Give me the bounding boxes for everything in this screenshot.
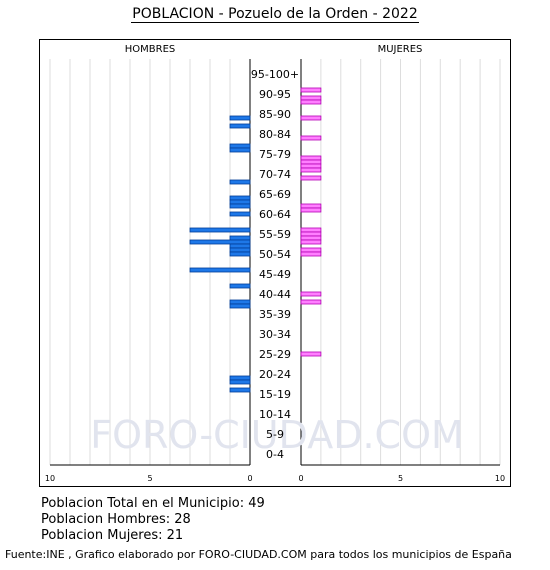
female-bar-age-56 [300, 235, 322, 241]
male-bar-age-65 [229, 199, 251, 205]
left-panel-label: HOMBRES [125, 44, 176, 55]
male-bar-age-48 [189, 267, 251, 273]
male-bar-age-79 [229, 143, 251, 149]
age-group-label: 55-59 [259, 228, 291, 241]
age-group-label: 20-24 [259, 368, 291, 381]
female-bar-age-55 [300, 239, 322, 245]
male-bar-age-40 [229, 299, 251, 305]
female-bar-age-93 [300, 87, 322, 93]
x-tick-label: 10 [495, 474, 505, 483]
watermark: FORO-CIUDAD.COM [90, 413, 464, 457]
age-group-label: 65-69 [259, 188, 291, 201]
female-bar-age-73 [300, 167, 322, 173]
chart-title: POBLACION - Pozuelo de la Orden - 2022 [0, 6, 550, 23]
age-group-label: 25-29 [259, 348, 291, 361]
female-bar-age-75 [300, 159, 322, 165]
female-bar-age-71 [300, 175, 322, 181]
right-panel-label: MUJERES [378, 44, 423, 55]
x-tick-label: 5 [398, 474, 403, 483]
age-group-label: 45-49 [259, 268, 291, 281]
female-bar-age-53 [300, 247, 322, 253]
male-bar-age-58 [189, 227, 251, 233]
male-bar-age-20 [229, 379, 251, 385]
male-bar-age-39 [229, 303, 251, 309]
source-note: Fuente:INE , Grafico elaborado por FORO-… [5, 548, 512, 561]
female-bar-age-91 [300, 95, 322, 101]
chart-title-text: POBLACION - Pozuelo de la Orden - 2022 [131, 6, 419, 23]
male-bar-age-52 [229, 251, 251, 257]
chart-frame [39, 39, 511, 487]
male-bar-age-53 [229, 247, 251, 253]
age-group-label: 80-84 [259, 128, 291, 141]
female-population: Poblacion Mujeres: 21 [41, 528, 184, 543]
male-bar-age-62 [229, 211, 251, 217]
age-group-label: 40-44 [259, 288, 291, 301]
x-tick-label: 0 [247, 474, 252, 483]
total-population: Poblacion Total en el Municipio: 49 [41, 496, 265, 511]
x-tick-label: 5 [147, 474, 152, 483]
female-bar-age-52 [300, 251, 322, 257]
male-bar-age-44 [229, 283, 251, 289]
female-bar-age-27 [300, 351, 322, 357]
age-group-label: 35-39 [259, 308, 291, 321]
male-bar-age-70 [229, 179, 251, 185]
age-group-label: 10-14 [259, 408, 291, 421]
female-bar-age-58 [300, 227, 322, 233]
age-group-label: 30-34 [259, 328, 291, 341]
x-tick-label: 0 [298, 474, 303, 483]
age-group-label: 60-64 [259, 208, 291, 221]
male-bar-age-55 [189, 239, 251, 245]
male-bar-age-64 [229, 203, 251, 209]
female-bar-age-42 [300, 291, 322, 297]
age-group-label: 75-79 [259, 148, 291, 161]
male-bar-age-54 [229, 243, 251, 249]
male-bar-age-84 [229, 123, 251, 129]
age-group-label: 15-19 [259, 388, 291, 401]
female-bar-age-81 [300, 135, 322, 141]
female-bar-age-63 [300, 207, 322, 213]
female-bar-age-76 [300, 155, 322, 161]
x-tick-label: 10 [45, 474, 55, 483]
female-bar-age-86 [300, 115, 322, 121]
age-group-label: 95-100+ [251, 68, 299, 81]
male-bar-age-78 [229, 147, 251, 153]
male-bar-age-21 [229, 375, 251, 381]
female-bar-age-74 [300, 163, 322, 169]
male-bar-age-86 [229, 115, 251, 121]
age-group-label: 70-74 [259, 168, 291, 181]
female-bar-age-40 [300, 299, 322, 305]
age-group-label: 50-54 [259, 248, 291, 261]
male-bar-age-18 [229, 387, 251, 393]
age-group-label: 85-90 [259, 108, 291, 121]
male-population: Poblacion Hombres: 28 [41, 512, 191, 527]
female-bar-age-57 [300, 231, 322, 237]
male-bar-age-66 [229, 195, 251, 201]
age-group-label: 0-4 [266, 448, 284, 461]
female-bar-age-90 [300, 99, 322, 105]
female-bar-age-64 [300, 203, 322, 209]
age-group-label: 90-95 [259, 88, 291, 101]
male-bar-age-56 [229, 235, 251, 241]
age-group-label: 5-9 [266, 428, 284, 441]
